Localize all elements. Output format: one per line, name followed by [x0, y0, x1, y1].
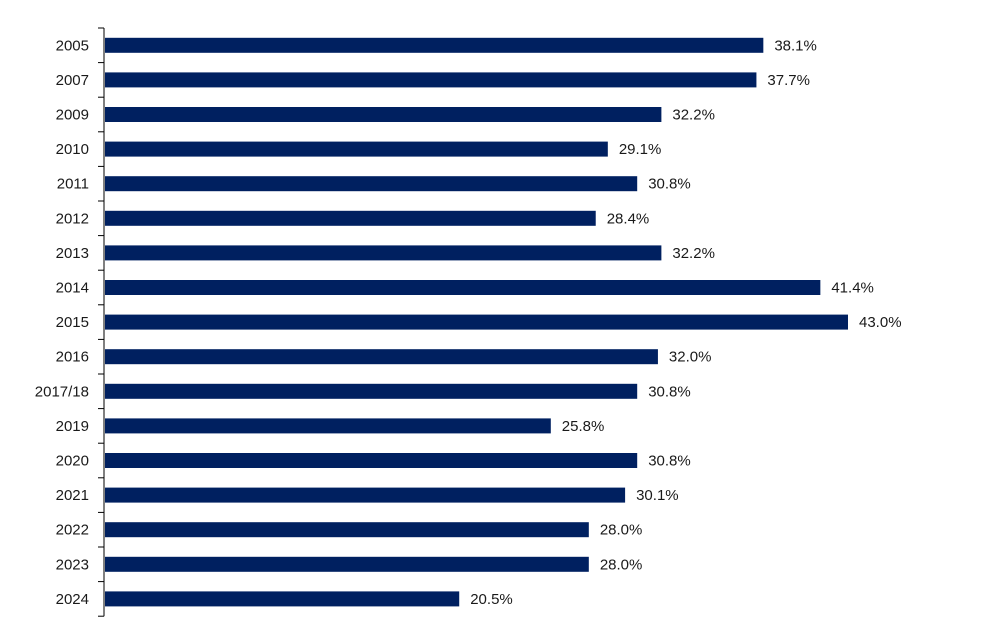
- y-tick-label: 2024: [56, 591, 89, 608]
- bar-2017-18: [105, 383, 638, 399]
- data-label: 28.0%: [600, 556, 643, 573]
- y-tick-label: 2013: [56, 245, 89, 262]
- y-tick-label: 2012: [56, 210, 89, 227]
- bar-2011: [105, 176, 638, 192]
- data-label: 30.8%: [648, 453, 691, 470]
- bar-2014: [105, 280, 821, 295]
- y-tick-label: 2021: [56, 487, 89, 504]
- y-tick-label: 2014: [56, 280, 89, 297]
- data-label: 29.1%: [619, 141, 662, 158]
- data-label: 20.5%: [470, 591, 513, 608]
- bar-2012: [105, 210, 596, 226]
- data-label: 37.7%: [767, 72, 810, 89]
- y-tick-label: 2015: [56, 314, 89, 331]
- y-tick-label: 2007: [56, 72, 89, 89]
- data-label: 30.1%: [636, 487, 679, 504]
- bar-2019: [105, 418, 551, 434]
- y-tick-label: 2023: [56, 556, 89, 573]
- data-label: 30.8%: [648, 176, 691, 193]
- y-tick-label: 2020: [56, 453, 89, 470]
- y-tick-label: 2016: [56, 349, 89, 366]
- y-tick-label: 2022: [56, 522, 89, 539]
- bar-2022: [105, 522, 589, 538]
- y-tick-label: 2009: [56, 107, 89, 124]
- bar-2021: [105, 487, 626, 503]
- data-label: 28.4%: [607, 210, 650, 227]
- data-label: 28.0%: [600, 522, 643, 539]
- data-label: 32.0%: [669, 349, 712, 366]
- bar-2015: [105, 314, 848, 330]
- bar-2024: [105, 591, 460, 607]
- data-label: 32.2%: [672, 107, 715, 124]
- bar-2007: [105, 72, 757, 88]
- y-tick-label: 2005: [56, 37, 89, 54]
- bar-2005: [105, 37, 764, 53]
- y-tick-label: 2017/18: [35, 383, 89, 400]
- data-label: 32.2%: [672, 245, 715, 262]
- bar-2009: [105, 107, 662, 122]
- bar-2020: [105, 453, 638, 468]
- y-tick-label: 2019: [56, 418, 89, 435]
- y-tick-label: 2011: [57, 176, 89, 193]
- data-label: 41.4%: [831, 280, 874, 297]
- y-tick-label: 2010: [56, 141, 89, 158]
- bar-2010: [105, 141, 608, 157]
- data-label: 25.8%: [562, 418, 605, 435]
- bar-2013: [105, 245, 662, 261]
- bar-2023: [105, 556, 589, 572]
- data-label: 30.8%: [648, 383, 691, 400]
- data-label: 43.0%: [859, 314, 902, 331]
- data-label: 38.1%: [774, 37, 817, 54]
- bar-2016: [105, 349, 658, 365]
